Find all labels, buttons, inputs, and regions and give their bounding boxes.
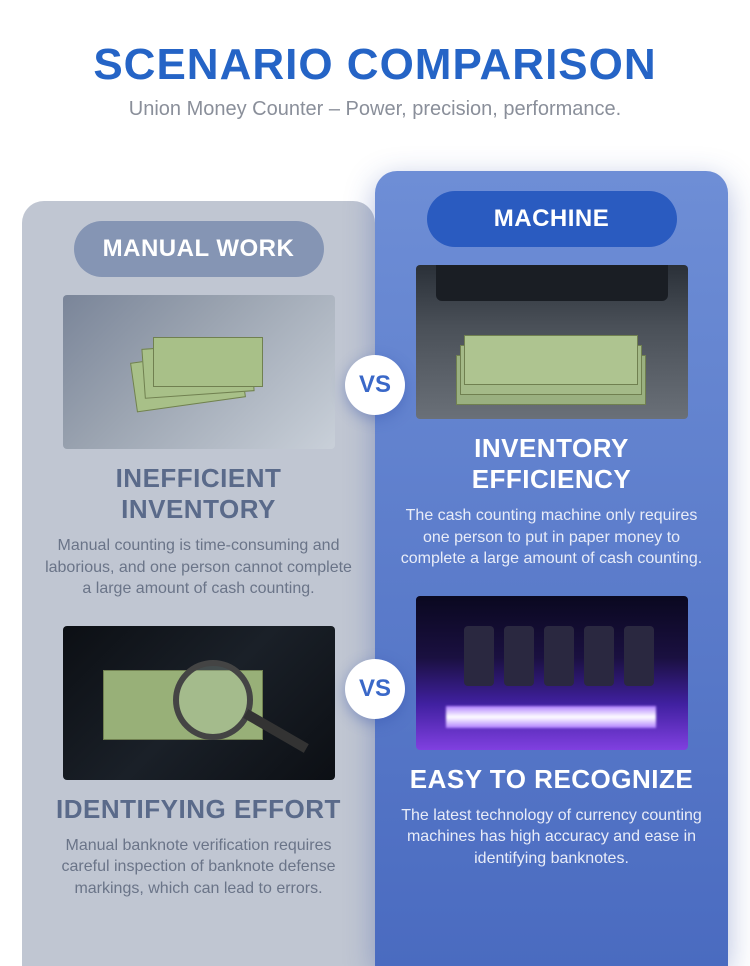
- right-block-2-text: The latest technology of currency counti…: [393, 805, 710, 870]
- left-block-2-title: IDENTIFYING EFFORT: [40, 794, 357, 825]
- image-machine-counting: [416, 265, 688, 419]
- image-machine-recognize: [416, 596, 688, 750]
- right-block-1: INVENTORY EFFICIENCY The cash counting m…: [393, 265, 710, 570]
- main-title: SCENARIO COMPARISON: [0, 40, 750, 90]
- right-block-1-text: The cash counting machine only requires …: [393, 505, 710, 570]
- comparison-container: MANUAL WORK INEFFICIENT INVENTORY Manual…: [0, 151, 750, 966]
- left-pill-label: MANUAL WORK: [74, 221, 324, 277]
- left-block-2: IDENTIFYING EFFORT Manual banknote verif…: [40, 626, 357, 900]
- image-manual-counting: [63, 295, 335, 449]
- image-manual-verify: [63, 626, 335, 780]
- right-pill-label: MACHINE: [427, 191, 677, 247]
- header: SCENARIO COMPARISON Union Money Counter …: [0, 0, 750, 151]
- vs-badge-2: VS: [345, 659, 405, 719]
- subtitle: Union Money Counter – Power, precision, …: [0, 98, 750, 121]
- right-panel: MACHINE INVENTORY EFFICIENCY The cash co…: [375, 171, 728, 966]
- right-block-2-title: EASY TO RECOGNIZE: [393, 764, 710, 795]
- left-block-1-text: Manual counting is time-consuming and la…: [40, 535, 357, 600]
- left-block-2-text: Manual banknote verification requires ca…: [40, 835, 357, 900]
- left-block-1: INEFFICIENT INVENTORY Manual counting is…: [40, 295, 357, 600]
- vs-badge-1: VS: [345, 355, 405, 415]
- right-block-1-title: INVENTORY EFFICIENCY: [393, 433, 710, 495]
- left-panel: MANUAL WORK INEFFICIENT INVENTORY Manual…: [22, 201, 375, 966]
- right-block-2: EASY TO RECOGNIZE The latest technology …: [393, 596, 710, 870]
- left-block-1-title: INEFFICIENT INVENTORY: [40, 463, 357, 525]
